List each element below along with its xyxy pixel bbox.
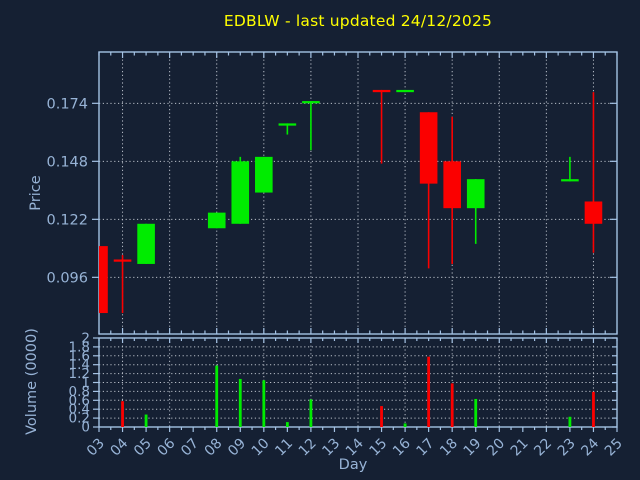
candle-body-day-23 [561, 179, 579, 182]
x-tick-label-06: 06 [155, 435, 179, 459]
candle-body-day-12 [302, 101, 320, 104]
x-tick-label-22: 22 [531, 436, 555, 460]
candle-day-10 [255, 156, 273, 193]
volume-bar-day-16 [403, 423, 407, 427]
volume-ytick-label-0.2: 0.2 [69, 411, 90, 427]
volume-ytick-label-1: 1 [81, 375, 90, 391]
candle-body-day-16 [396, 89, 414, 93]
volume-ytick-label-0.4: 0.4 [69, 402, 90, 418]
volume-bar-day-04 [121, 401, 124, 427]
volume-bar-day-05 [144, 414, 148, 427]
candle-body-day-11 [278, 123, 297, 126]
candle-day-09 [231, 156, 250, 224]
x-tick-label-18: 18 [437, 436, 461, 460]
x-tick-label-11: 11 [272, 436, 296, 460]
price-axis-title: Price [28, 175, 44, 210]
x-tick-label-21: 21 [508, 436, 532, 460]
candle-day-17 [419, 112, 438, 269]
candle-body-day-17 [419, 112, 438, 184]
price-ytick-label-0.174: 0.174 [46, 96, 88, 112]
price-panel-border [98, 51, 618, 335]
volume-ytick-label-0.6: 0.6 [69, 393, 90, 409]
x-tick-label-09: 09 [225, 436, 249, 460]
x-axis-title: Day [339, 457, 368, 473]
candles [99, 89, 603, 314]
volume-ytick-label-1.4: 1.4 [69, 357, 90, 373]
volume-ytick-label-0: 0 [81, 420, 90, 436]
candle-body-day-08 [207, 212, 226, 229]
candle-day-04 [113, 255, 132, 314]
volume-bar-day-15 [380, 406, 383, 427]
volume-axis-title: Volume (0000) [24, 328, 40, 435]
candle-body-day-09 [231, 161, 250, 224]
candle-body-day-03 [99, 246, 108, 314]
volume-ytick-label-1.6: 1.6 [69, 348, 90, 364]
candle-body-day-24 [584, 201, 603, 224]
candle-day-19 [466, 179, 485, 244]
volume-bar-day-19 [474, 398, 478, 427]
candle-day-03 [99, 246, 108, 314]
candle-body-day-04 [113, 259, 132, 262]
x-tick-label-05: 05 [131, 436, 155, 460]
x-tick-label-08: 08 [202, 436, 226, 460]
volume-bar-day-08 [215, 365, 219, 427]
x-tick-label-14: 14 [343, 435, 367, 459]
candle-day-24 [584, 92, 603, 253]
volume-bar-day-18 [450, 383, 454, 427]
x-tick-label-15: 15 [366, 436, 390, 460]
volume-bar-day-23 [568, 416, 572, 427]
candle-day-15 [372, 89, 391, 164]
chart-title: EDBLW - last updated 24/12/2025 [223, 12, 493, 30]
price-ytick-label-0.122: 0.122 [46, 212, 88, 228]
x-tick-label-07: 07 [178, 436, 202, 460]
candle-day-23 [561, 156, 579, 182]
candle-body-day-19 [466, 179, 485, 209]
volume-bar-day-12 [309, 399, 313, 427]
axis-labels: 0.174 0.148 0.122 0.096 21.81.61.41.210.80.6… [24, 96, 626, 473]
gridlines [99, 52, 617, 427]
candle-day-08 [207, 212, 226, 229]
volume-ytick-label-0.8: 0.8 [69, 384, 90, 400]
candle-body-day-18 [443, 161, 461, 209]
candle-day-12 [302, 101, 320, 151]
volume-bar-day-09 [238, 378, 242, 427]
volume-bar-day-11 [285, 422, 289, 427]
candle-day-16 [396, 89, 414, 93]
x-tick-label-24: 24 [578, 435, 602, 459]
x-tick-label-04: 04 [107, 435, 131, 459]
volume-panel-border [98, 337, 618, 428]
candle-body-day-10 [255, 156, 273, 193]
candle-day-11 [278, 123, 297, 135]
x-tick-label-12: 12 [296, 436, 320, 460]
price-ytick-label-0.096: 0.096 [46, 270, 88, 286]
price-ytick-label-0.148: 0.148 [46, 154, 88, 170]
volume-ytick-label-1.8: 1.8 [69, 339, 90, 355]
volume-bar-day-10 [262, 380, 266, 427]
x-tick-label-20: 20 [484, 436, 508, 460]
candle-day-05 [137, 223, 155, 264]
x-tick-label-23: 23 [555, 436, 579, 460]
x-tick-label-13: 13 [319, 436, 343, 460]
volume-ytick-label-1.2: 1.2 [69, 366, 90, 382]
candle-body-day-15 [372, 89, 391, 93]
x-tick-label-16: 16 [390, 435, 414, 459]
volume-bar-day-17 [427, 356, 431, 427]
candle-day-18 [443, 116, 461, 264]
x-tick-label-19: 19 [461, 436, 485, 460]
volume-bar-day-24 [592, 391, 595, 427]
volume-bars [121, 356, 595, 427]
volume-ytick-label-2: 2 [81, 331, 90, 347]
candle-body-day-05 [137, 223, 155, 264]
x-tick-label-17: 17 [414, 436, 438, 460]
tick-marks [92, 52, 618, 432]
x-tick-label-03: 03 [84, 436, 108, 460]
x-tick-label-10: 10 [249, 436, 273, 460]
x-tick-label-25: 25 [602, 436, 626, 460]
